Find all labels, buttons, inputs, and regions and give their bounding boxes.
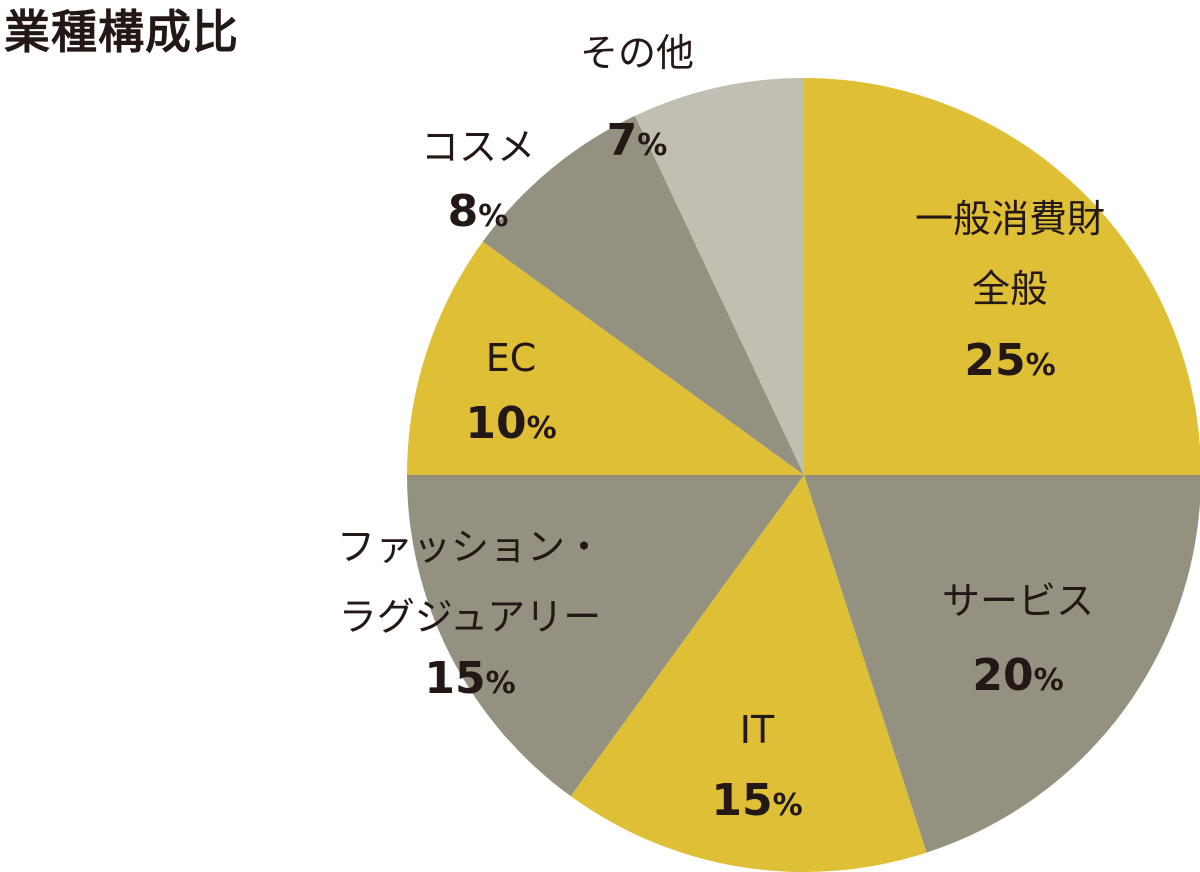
pie-slice-2 xyxy=(570,475,927,872)
slice-label-4: EC xyxy=(486,336,537,380)
slice-label-6: その他 xyxy=(580,31,694,75)
pie-slices xyxy=(407,78,1200,872)
slice-label-2: IT xyxy=(740,708,775,752)
pie-slice-0 xyxy=(804,78,1200,475)
slice-value-0: 25% xyxy=(964,335,1055,386)
pie-slice-5 xyxy=(482,115,804,475)
slice-value-5: 8% xyxy=(448,186,509,237)
slice-value-2: 15% xyxy=(711,775,802,826)
pie-labels: 一般消費財全般 25% サービス 20% IT 15% ファッション・ラグジュアリー 15% E… xyxy=(337,31,1105,826)
chart-title: 業種構成比 xyxy=(4,5,239,59)
slice-label-5: コスメ xyxy=(421,125,535,169)
pie-slice-4 xyxy=(407,241,804,475)
slice-value-1: 20% xyxy=(972,650,1063,701)
slice-label-3: ファッション・ラグジュアリー xyxy=(337,525,603,639)
slice-value-3: 15% xyxy=(424,653,515,704)
pie-slice-1 xyxy=(804,475,1200,853)
slice-label-1: サービス xyxy=(942,579,1094,623)
pie-slice-6 xyxy=(634,78,804,475)
slice-label-0: 一般消費財全般 xyxy=(915,197,1105,311)
slice-value-6: 7% xyxy=(607,115,668,166)
pie-slice-3 xyxy=(407,475,804,797)
slice-value-4: 10% xyxy=(465,398,556,449)
